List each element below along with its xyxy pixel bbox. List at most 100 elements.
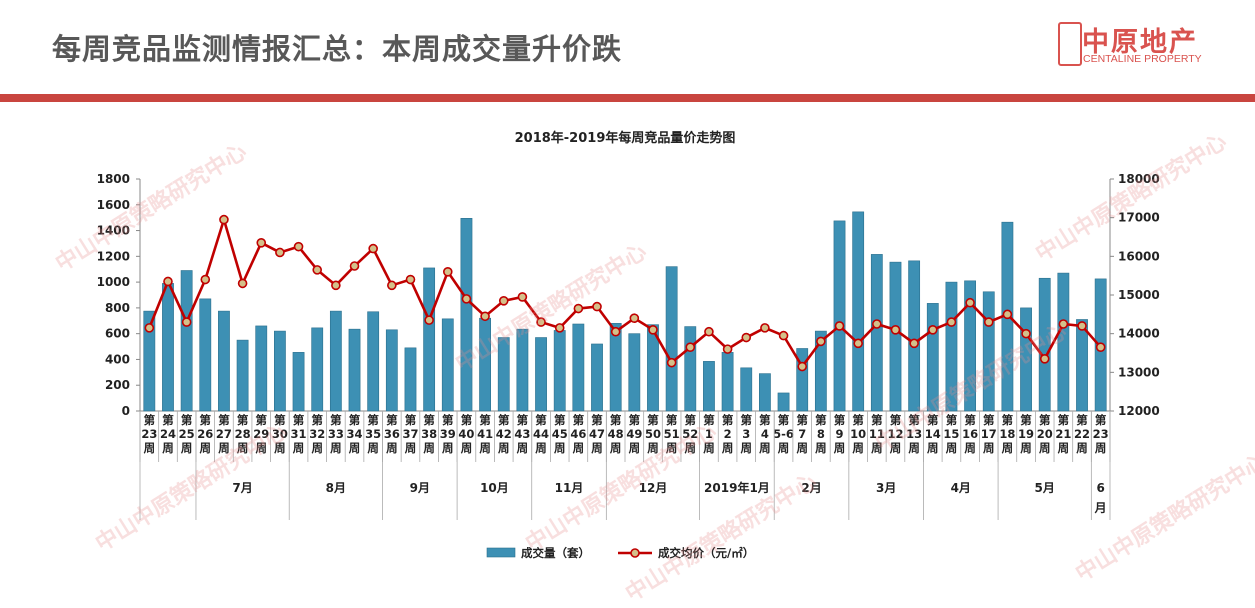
- bar: [553, 330, 566, 412]
- y-left-tick-label: 400: [105, 352, 130, 366]
- bar: [329, 310, 342, 412]
- price-point: [275, 247, 285, 258]
- bar: [609, 323, 622, 412]
- price-point: [760, 323, 770, 333]
- x-tick-label: 第 29 周: [253, 413, 269, 455]
- y-right-tick-label: 18000: [1118, 172, 1160, 186]
- price-point: [1095, 342, 1106, 353]
- price-point: [256, 238, 267, 248]
- bar: [721, 352, 734, 412]
- x-tick-label: 第 30 周: [272, 413, 288, 455]
- chart-title: 2018年-2019年每周竞品量价走势图: [515, 130, 736, 146]
- price-point: [704, 326, 714, 337]
- x-tick-label: 第 25 周: [179, 413, 195, 455]
- bar: [479, 317, 491, 412]
- x-tick-label: 第 38 周: [421, 413, 437, 455]
- x-tick-label: 第 50 周: [645, 413, 661, 455]
- bar: [497, 337, 510, 412]
- price-point: [816, 336, 826, 347]
- x-tick-label: 第 23 周: [141, 413, 157, 455]
- price-point: [461, 294, 472, 304]
- bar: [236, 339, 249, 412]
- month-label: 9月: [410, 481, 430, 495]
- bar: [180, 270, 193, 412]
- bar: [348, 328, 361, 412]
- month-label: 3月: [876, 481, 896, 495]
- y-left-tick-label: 1800: [97, 172, 130, 186]
- x-tick-label: 第 32 周: [309, 413, 325, 455]
- y-right-tick-label: 13000: [1118, 365, 1160, 379]
- bar: [404, 347, 417, 412]
- legend-bar-swatch: [486, 547, 516, 558]
- price-point: [741, 332, 752, 343]
- bar: [833, 220, 846, 412]
- bar: [796, 348, 809, 412]
- bar: [274, 330, 286, 412]
- price-point: [163, 276, 173, 287]
- month-label: 7月: [232, 481, 252, 495]
- x-tick-label: 第 23 周: [1093, 413, 1109, 455]
- price-point: [1002, 309, 1013, 320]
- price-point: [853, 338, 863, 349]
- x-tick-label: 第 31 周: [291, 413, 307, 455]
- price-point: [629, 313, 640, 324]
- bar: [852, 211, 865, 412]
- bar: [591, 343, 603, 412]
- bar: [162, 283, 174, 412]
- price-point: [1039, 353, 1050, 364]
- bar: [870, 254, 883, 412]
- price-point: [685, 342, 696, 353]
- price-point: [144, 323, 155, 333]
- price-point: [237, 278, 248, 289]
- price-point: [909, 338, 919, 349]
- price-point: [331, 280, 341, 291]
- x-tick-label: 第 22 周: [1074, 413, 1090, 455]
- x-tick-label: 第 18 周: [999, 413, 1015, 455]
- month-label: 11月: [555, 481, 584, 495]
- price-point: [387, 280, 397, 291]
- price-point: [592, 301, 602, 312]
- x-tick-label: 第 37 周: [402, 413, 418, 455]
- month-label: 2月: [801, 481, 821, 495]
- x-tick-label: 第 5-6 周: [773, 413, 794, 455]
- price-volume-chart: 2018年-2019年每周竞品量价走势图 0 200 400 600 800 1000 120…: [97, 130, 1160, 560]
- price-point: [946, 317, 957, 327]
- price-point: [517, 292, 528, 302]
- x-tick-label: 第 36 周: [384, 413, 400, 455]
- price-point: [778, 330, 789, 341]
- x-tick-label: 第 14 周: [925, 413, 941, 455]
- x-tick-label: 第 34 周: [347, 413, 363, 455]
- y-left-tick-label: 0: [122, 404, 130, 418]
- bar: [535, 337, 547, 412]
- x-tick-label: 第 43 周: [514, 413, 530, 455]
- x-tick-label: 第 44 周: [533, 413, 549, 455]
- price-point: [722, 344, 733, 354]
- x-tick-label: 第 20 周: [1037, 413, 1053, 455]
- price-point: [349, 261, 360, 271]
- x-tick-label: 第 41 周: [477, 413, 493, 455]
- price-point: [872, 319, 882, 329]
- y-right-tick-label: 15000: [1118, 288, 1160, 302]
- header-divider: [0, 94, 1255, 102]
- month-label: 4月: [951, 481, 971, 495]
- bar: [926, 303, 939, 412]
- price-point: [480, 311, 490, 322]
- x-tick-label: 第 46 周: [570, 413, 586, 455]
- price-point: [293, 241, 304, 252]
- month-label: 12月: [639, 481, 668, 495]
- bar: [460, 218, 473, 412]
- price-point: [834, 321, 845, 331]
- bar: [777, 392, 790, 412]
- bar: [945, 281, 958, 412]
- logo-text-cn: 中原地产: [1082, 27, 1198, 58]
- month-label: 8月: [326, 481, 346, 495]
- bar: [218, 310, 230, 412]
- x-tick-label: 第 47 周: [589, 413, 605, 455]
- y-right-tick-label: 14000: [1118, 327, 1160, 341]
